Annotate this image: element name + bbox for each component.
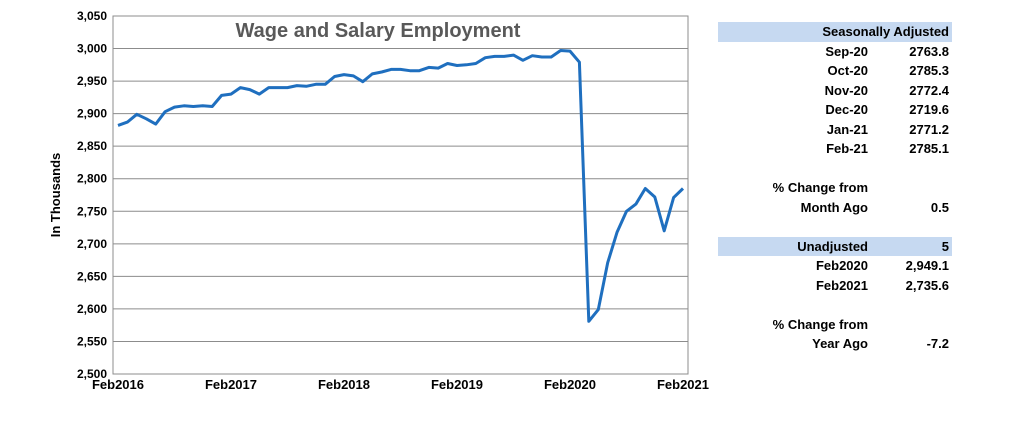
x-tick-label: Feb2020	[544, 377, 596, 392]
sa-row: Nov-20 2772.4	[718, 81, 952, 101]
plot-area-border	[112, 15, 689, 375]
pct-change-heading-2: % Change from	[718, 315, 952, 335]
sa-row-value: 2772.4	[909, 82, 949, 98]
sa-row: Dec-20 2719.6	[718, 100, 952, 120]
chart-title: Wage and Salary Employment	[236, 20, 521, 42]
sa-row: Feb-21 2785.1	[718, 139, 952, 159]
series-line	[117, 49, 685, 323]
pct-change-heading: % Change from	[718, 178, 952, 198]
ua-row-value: 2,949.1	[905, 258, 949, 273]
year-ago-value: -7.2	[926, 336, 949, 351]
ua-row-label: Feb2020	[815, 258, 868, 273]
sa-row-label: Sep-20	[825, 43, 868, 59]
pct-change-label-2: % Change from	[772, 316, 868, 332]
y-tick-label: 2,600	[77, 302, 107, 316]
series-layer	[117, 49, 685, 323]
x-axis-ticks: Feb2016 Feb2017 Feb2018 Feb2019 Feb2020 Feb20…	[92, 377, 709, 392]
x-tick-label: Feb2021	[657, 377, 709, 392]
y-tick-label: 2,800	[77, 172, 107, 186]
ua-row-label: Feb2021	[815, 277, 868, 293]
sa-row-label: Oct-20	[827, 63, 868, 78]
year-ago-label: Year Ago	[812, 336, 868, 351]
y-tick-label: 2,550	[77, 334, 107, 348]
sa-header-label: Seasonally Adjusted	[822, 24, 949, 39]
sa-row-label: Feb-21	[826, 141, 868, 156]
y-tick-label: 2,500	[77, 367, 107, 381]
x-tick-label: Feb2019	[431, 377, 483, 392]
ua-row-value: 2,735.6	[905, 277, 949, 293]
spacer	[718, 217, 952, 237]
y-tick-label: 2,950	[77, 74, 107, 88]
summary-table: Seasonally Adjusted Sep-20 2763.8 Oct-20 2…	[718, 22, 952, 354]
y-tick-label: 2,700	[77, 237, 107, 251]
sa-row: Sep-20 2763.8	[718, 42, 952, 62]
sa-row-label: Nov-20	[824, 82, 868, 98]
y-tick-label: 2,900	[77, 107, 107, 121]
sa-row-value: 2719.6	[909, 102, 949, 117]
ua-row: Feb2021 2,735.6	[718, 276, 952, 296]
y-tick-label: 3,000	[77, 42, 107, 56]
ua-header-value: 5	[941, 238, 949, 254]
sa-row-label: Jan-21	[826, 121, 868, 137]
month-ago-row: Month Ago 0.5	[718, 198, 952, 218]
x-tick-label: Feb2017	[205, 377, 257, 392]
y-axis-label: In Thousands	[48, 153, 63, 238]
y-axis-ticks: 2,500 2,550 2,600 2,650 2,700 2,750 2,800 2,850…	[77, 9, 107, 381]
month-ago-label: Month Ago	[800, 199, 868, 215]
year-ago-row: Year Ago -7.2	[718, 334, 952, 354]
month-ago-value: 0.5	[930, 199, 949, 215]
ua-row: Feb2020 2,949.1	[718, 256, 952, 276]
x-tick-label: Feb2016	[92, 377, 144, 392]
sa-row-value: 2771.2	[909, 121, 949, 137]
y-tick-label: 2,850	[77, 139, 107, 153]
sa-row: Oct-20 2785.3	[718, 61, 952, 81]
x-tick-label: Feb2018	[318, 377, 370, 392]
y-tick-label: 2,650	[77, 269, 107, 283]
seasonally-adjusted-header: Seasonally Adjusted	[718, 22, 952, 42]
ua-header-label: Unadjusted	[797, 238, 868, 254]
sa-row-value: 2785.3	[909, 63, 949, 78]
sa-row-label: Dec-20	[825, 102, 868, 117]
pct-change-label: % Change from	[772, 180, 868, 195]
sa-row: Jan-21 2771.2	[718, 120, 952, 140]
y-tick-label: 3,050	[77, 9, 107, 23]
y-tick-label: 2,750	[77, 204, 107, 218]
spacer	[718, 159, 952, 179]
sa-row-value: 2785.1	[909, 141, 949, 156]
sa-row-value: 2763.8	[909, 43, 949, 59]
spacer	[718, 295, 952, 315]
unadjusted-header: Unadjusted 5	[718, 236, 952, 256]
